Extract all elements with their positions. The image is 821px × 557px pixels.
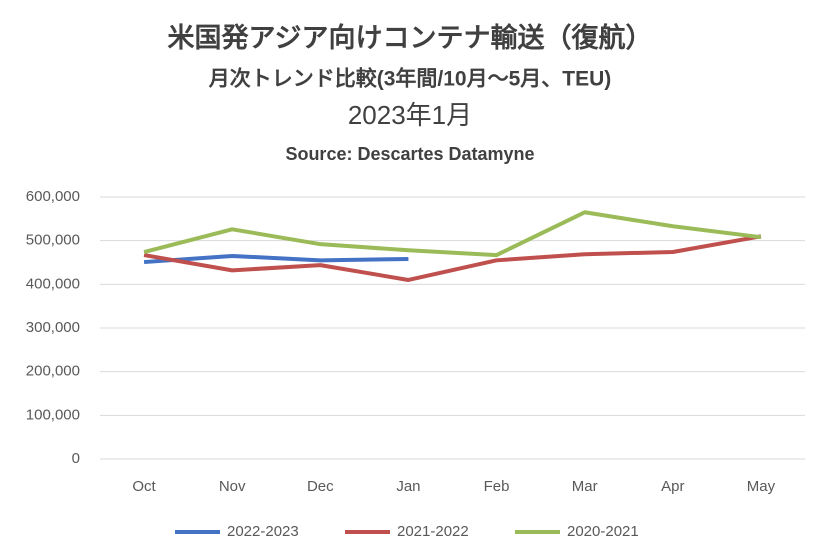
chart-subtitle: 月次トレンド比較(3年間/10月～5月、TEU) [208, 67, 612, 91]
y-tick-label: 100,000 [26, 406, 80, 423]
chart-source: Source: Descartes Datamyne [285, 144, 534, 164]
y-tick-label: 300,000 [26, 319, 80, 336]
legend-label: 2020-2021 [567, 523, 639, 540]
legend-label: 2021-2022 [397, 523, 469, 540]
chart-title: 米国発アジア向けコンテナ輸送（復航） [168, 22, 653, 53]
y-tick-label: 0 [72, 450, 80, 467]
x-tick-label: Dec [307, 478, 334, 495]
x-tick-label: Apr [661, 478, 684, 495]
line-series [143, 210, 762, 258]
line-series [143, 234, 762, 282]
chart-period: 2023年1月 [348, 100, 472, 130]
y-tick-label: 500,000 [26, 232, 80, 249]
y-tick-label: 600,000 [26, 188, 80, 205]
x-tick-label: Nov [219, 478, 246, 495]
x-tick-label: Oct [132, 478, 156, 495]
y-tick-label: 400,000 [26, 275, 80, 292]
x-tick-label: Feb [484, 478, 510, 495]
legend-label: 2022-2023 [227, 523, 299, 540]
x-tick-label: Mar [572, 478, 598, 495]
line-series [143, 253, 409, 265]
y-tick-label: 200,000 [26, 363, 80, 380]
x-tick-label: May [747, 478, 776, 495]
x-tick-label: Jan [396, 478, 420, 495]
